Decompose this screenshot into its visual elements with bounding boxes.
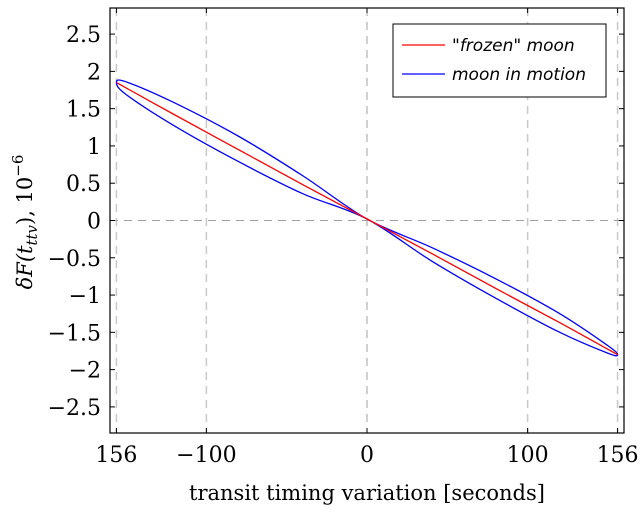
y-tick-label-10: −2.5 — [48, 396, 101, 421]
y-axis-label: δF(tttv), 10−6 — [9, 155, 41, 290]
x-tick-label-0: 156 — [95, 443, 137, 468]
legend-label-motion: moon in motion — [452, 65, 586, 85]
y-tick-label-0: 2.5 — [66, 23, 101, 48]
y-tick-label-1: 2 — [87, 60, 101, 85]
legend: "frozen" moon moon in motion — [392, 23, 607, 98]
y-axis-label-sub: ttv — [23, 224, 41, 245]
y-tick-labels: 2.5 2 1.5 1 0.5 0 −0.5 −1 −1.5 −2 −2.5 — [48, 23, 101, 421]
y-tick-label-3: 1 — [87, 135, 101, 160]
zero-lines — [110, 8, 624, 433]
y-axis-label-tail: ), 10 — [13, 177, 37, 225]
x-tick-labels: 156 −100 0 100 156 — [95, 443, 638, 468]
y-tick-label-9: −2 — [69, 359, 101, 384]
x-tick-label-4: 156 — [597, 443, 639, 468]
y-axis-label-exp: −6 — [9, 155, 27, 177]
x-axis-label: transit timing variation [seconds] — [189, 481, 545, 505]
series-lines — [115, 79, 619, 357]
y-tick-label-7: −1 — [69, 284, 101, 309]
x-tick-label-2: 0 — [360, 443, 374, 468]
x-tick-label-3: 100 — [507, 443, 549, 468]
y-tick-label-2: 1.5 — [66, 98, 101, 123]
legend-label-frozen: "frozen" moon — [452, 36, 575, 56]
series-frozen-moon — [116, 81, 618, 356]
y-tick-label-6: −0.5 — [48, 247, 101, 272]
y-tick-label-5: 0 — [87, 210, 101, 235]
x-tick-label-1: −100 — [176, 443, 236, 468]
legend-box — [392, 23, 607, 98]
axis-ticks — [110, 8, 624, 433]
y-tick-label-8: −1.5 — [48, 321, 101, 346]
y-tick-label-4: 0.5 — [66, 172, 101, 197]
y-axis-label-base: δF(t — [13, 245, 37, 289]
y-axis-label-group: δF(tttv), 10−6 — [9, 155, 41, 290]
